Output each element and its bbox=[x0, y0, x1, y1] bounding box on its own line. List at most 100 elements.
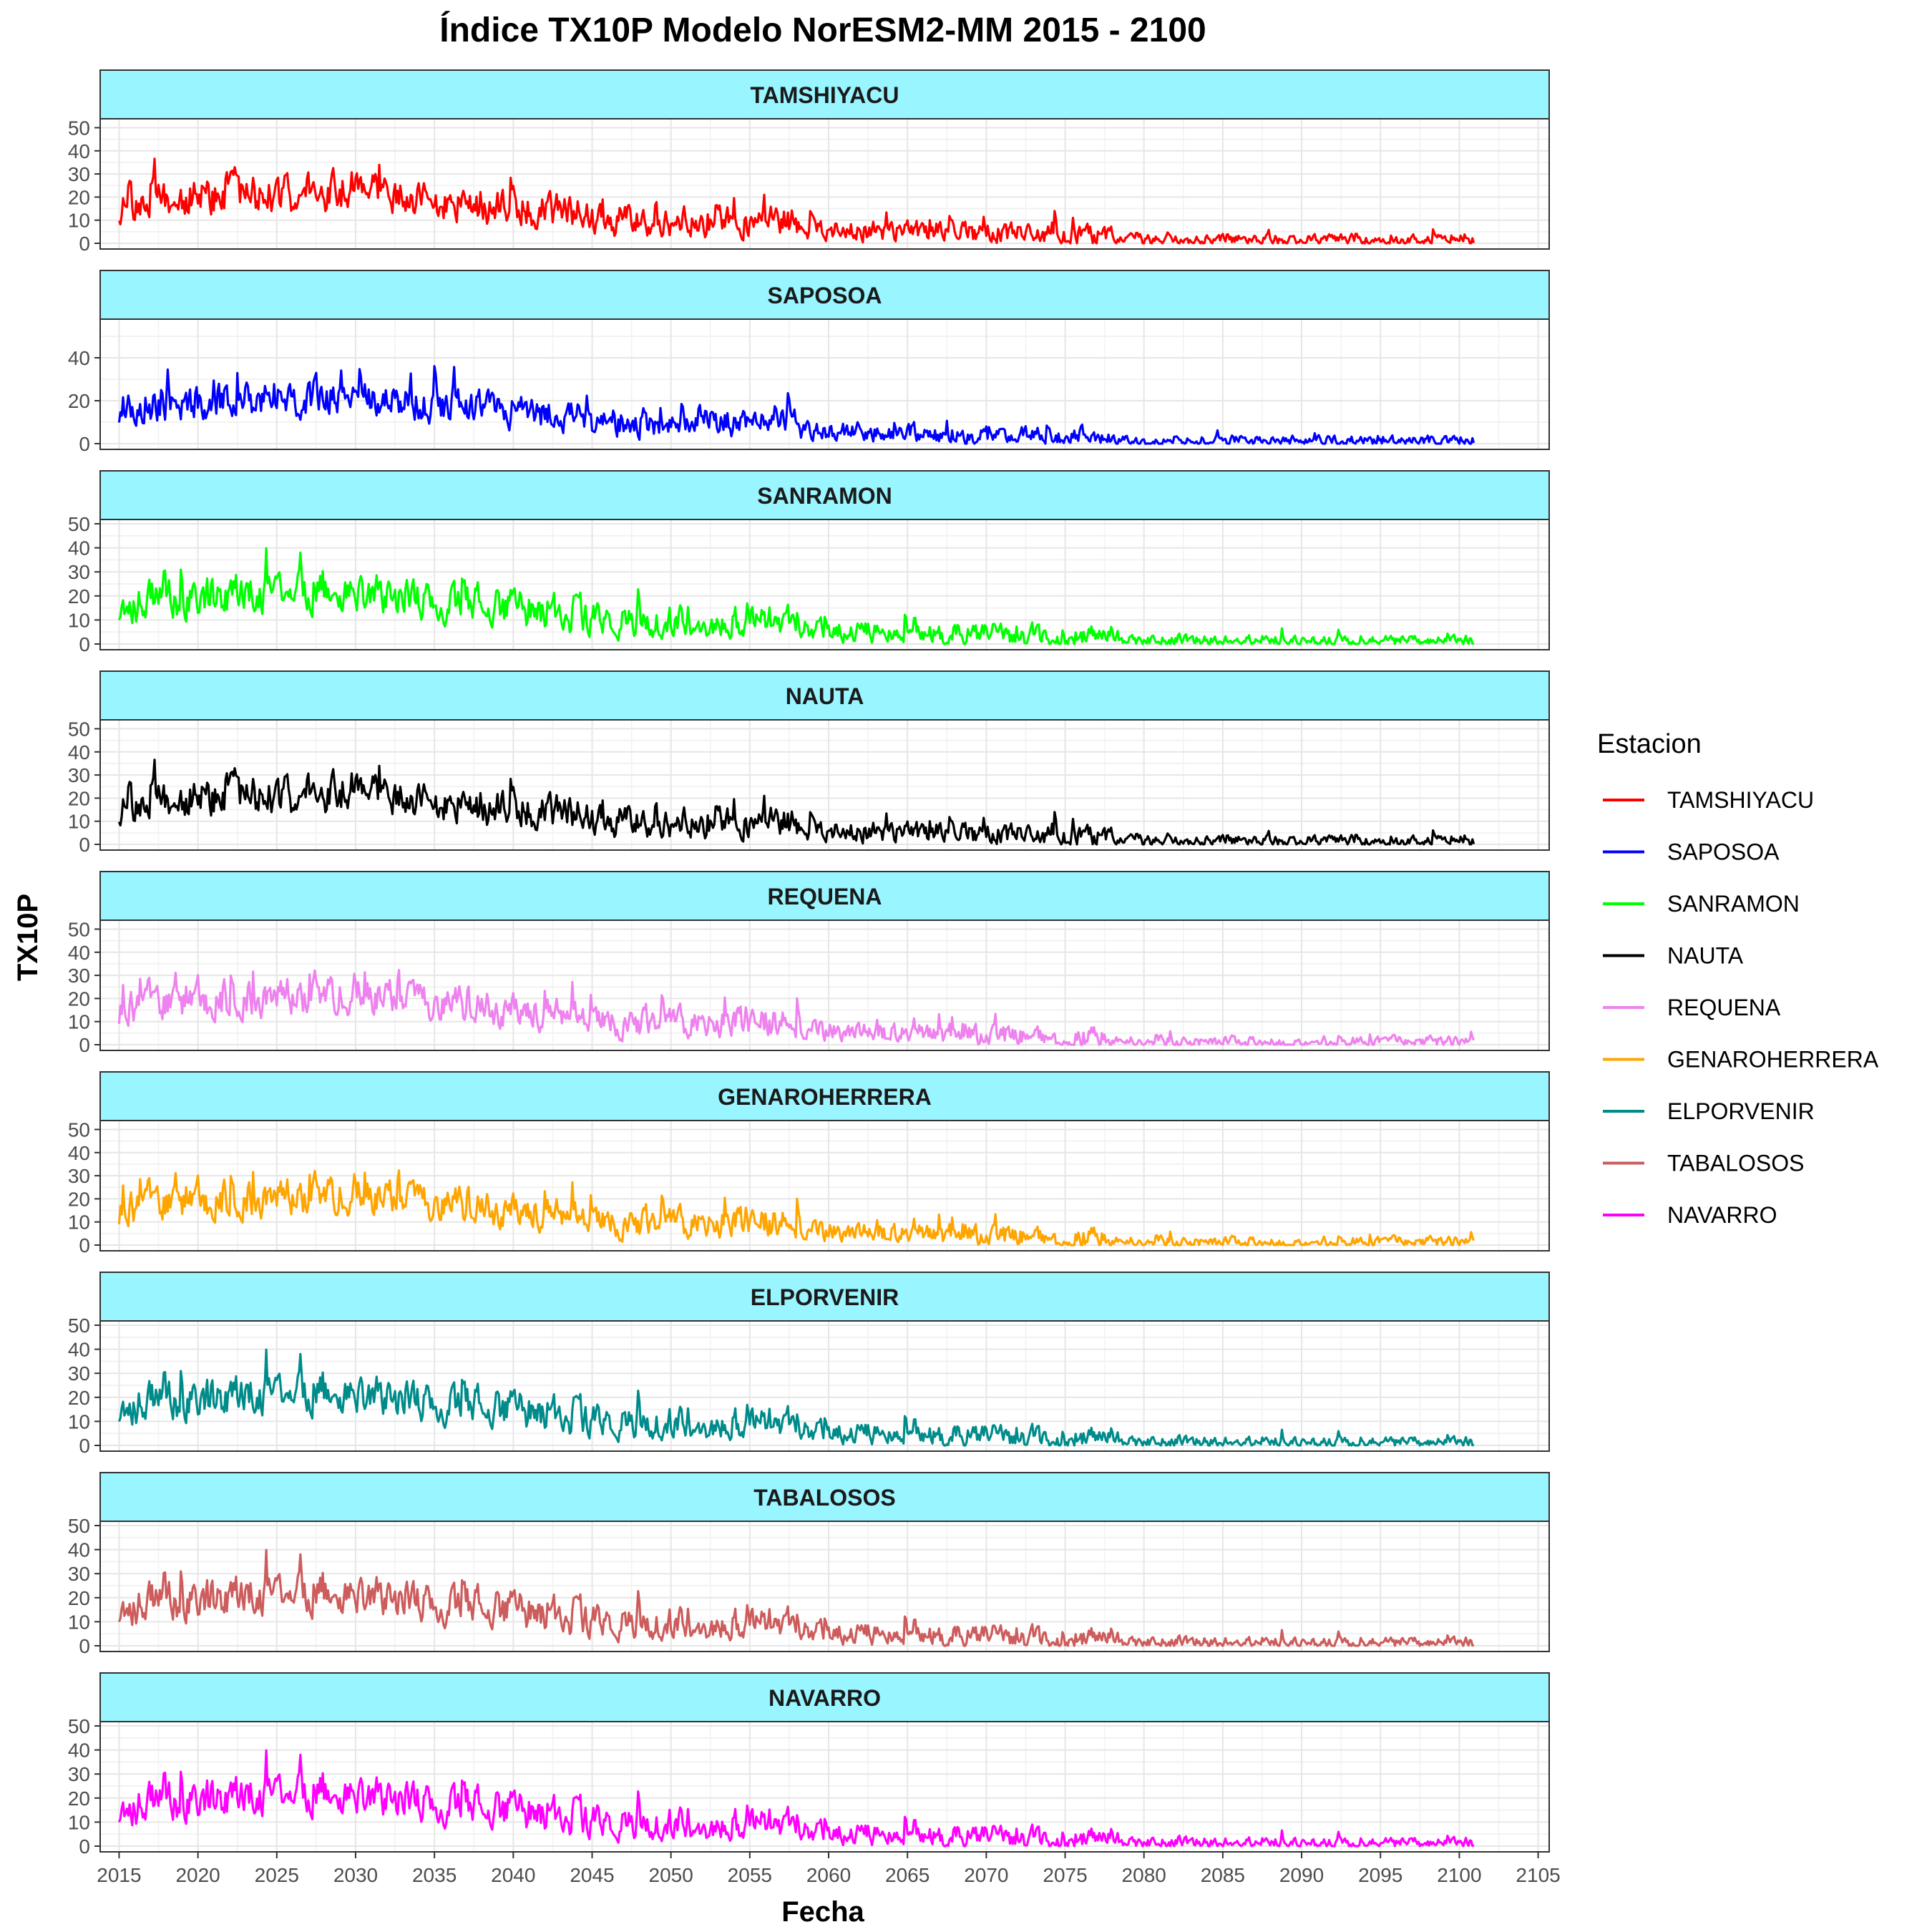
strip-label: TAMSHIYACU bbox=[750, 82, 899, 108]
y-tick-label: 20 bbox=[68, 787, 90, 809]
x-tick-label: 2075 bbox=[1043, 1864, 1087, 1886]
legend-item: REQUENA bbox=[1603, 995, 1781, 1020]
x-tick-label: 2080 bbox=[1122, 1864, 1166, 1886]
y-tick-label: 10 bbox=[68, 1011, 90, 1033]
y-tick-label: 50 bbox=[68, 1118, 90, 1141]
strip-label: NAVARRO bbox=[769, 1685, 881, 1711]
legend-label: TABALOSOS bbox=[1667, 1151, 1804, 1176]
y-tick-label: 30 bbox=[68, 561, 90, 583]
y-tick-label: 10 bbox=[68, 1211, 90, 1234]
x-axis-label: Fecha bbox=[781, 1896, 864, 1928]
series-line-genaroherrera bbox=[117, 1169, 1475, 1246]
y-tick-label: 50 bbox=[68, 117, 90, 139]
y-tick-label: 20 bbox=[68, 1188, 90, 1210]
y-tick-label: 0 bbox=[79, 1034, 90, 1056]
x-tick-label: 2070 bbox=[964, 1864, 1008, 1886]
strip-label: ELPORVENIR bbox=[751, 1284, 899, 1310]
y-tick-label: 0 bbox=[79, 1234, 90, 1257]
y-tick-label: 10 bbox=[68, 1811, 90, 1833]
x-tick-label: 2095 bbox=[1358, 1864, 1402, 1886]
y-tick-label: 30 bbox=[68, 764, 90, 786]
panel-border bbox=[99, 1721, 1550, 1853]
x-tick-label: 2105 bbox=[1516, 1864, 1560, 1886]
chart-title: Índice TX10P Modelo NorESM2-MM 2015 - 21… bbox=[439, 11, 1206, 49]
y-tick-label: 40 bbox=[68, 1339, 90, 1361]
legend-item: SANRAMON bbox=[1603, 891, 1800, 917]
y-tick-label: 10 bbox=[68, 811, 90, 833]
plot-area bbox=[100, 119, 1549, 249]
legend-label: NAUTA bbox=[1667, 943, 1744, 969]
y-tick-label: 0 bbox=[79, 834, 90, 856]
y-axis-label: TX10P bbox=[12, 894, 44, 981]
legend-item: TAMSHIYACU bbox=[1603, 787, 1814, 813]
strip-background bbox=[99, 1672, 1550, 1722]
legend-label: GENAROHERRERA bbox=[1667, 1047, 1879, 1073]
strip-label: SANRAMON bbox=[757, 483, 892, 509]
x-tick-label: 2035 bbox=[412, 1864, 457, 1886]
legend: Estacion TAMSHIYACU SAPOSOA SANRAMON NAUTA RE… bbox=[1597, 729, 1879, 1228]
y-tick-label: 0 bbox=[79, 1635, 90, 1657]
x-tick-label: 2020 bbox=[175, 1864, 220, 1886]
x-tick-label: 2025 bbox=[255, 1864, 299, 1886]
legend-item: NAUTA bbox=[1603, 943, 1744, 969]
strip-label: TABALOSOS bbox=[753, 1485, 896, 1511]
plot-area bbox=[100, 720, 1549, 850]
x-tick-label: 2085 bbox=[1201, 1864, 1245, 1886]
y-tick-label: 20 bbox=[68, 987, 90, 1010]
strip-background bbox=[99, 69, 1550, 119]
x-tick-label: 2040 bbox=[491, 1864, 535, 1886]
y-tick-label: 40 bbox=[68, 942, 90, 964]
y-tick-label: 50 bbox=[68, 1515, 90, 1537]
y-tick-label: 20 bbox=[68, 1387, 90, 1409]
strip-label: NAUTA bbox=[786, 683, 864, 709]
y-tick-label: 30 bbox=[68, 1362, 90, 1385]
y-tick-label: 50 bbox=[68, 1715, 90, 1737]
legend-label: NAVARRO bbox=[1667, 1202, 1777, 1228]
legend-label: SANRAMON bbox=[1667, 891, 1800, 917]
strip-background bbox=[99, 1272, 1550, 1322]
legend-item: GENAROHERRERA bbox=[1603, 1047, 1879, 1073]
series-line-sanramon bbox=[117, 547, 1475, 645]
panel-border bbox=[99, 318, 1550, 450]
y-tick-label: 0 bbox=[79, 233, 90, 255]
y-tick-label: 30 bbox=[68, 1763, 90, 1785]
y-tick-label: 20 bbox=[68, 1587, 90, 1609]
strip-background bbox=[99, 270, 1550, 320]
x-tick-label: 2050 bbox=[649, 1864, 693, 1886]
legend-item: TABALOSOS bbox=[1603, 1151, 1804, 1176]
series-line-elporvenir bbox=[117, 1348, 1475, 1447]
series-line-tamshiyacu bbox=[117, 157, 1475, 245]
y-tick-label: 10 bbox=[68, 210, 90, 232]
y-tick-label: 40 bbox=[68, 1740, 90, 1762]
panel-border bbox=[99, 1320, 1550, 1452]
y-tick-label: 50 bbox=[68, 1314, 90, 1337]
series-line-tabalosos bbox=[117, 1548, 1475, 1647]
series-line-saposoa bbox=[117, 365, 1475, 445]
legend-label: SAPOSOA bbox=[1667, 839, 1780, 865]
y-tick-label: 20 bbox=[68, 390, 90, 412]
y-tick-label: 20 bbox=[68, 186, 90, 208]
y-tick-label: 10 bbox=[68, 1611, 90, 1633]
strip-label: GENAROHERRERA bbox=[718, 1084, 932, 1110]
panel-border bbox=[99, 1120, 1550, 1252]
panel-border bbox=[99, 719, 1550, 851]
x-tick-label: 2090 bbox=[1279, 1864, 1324, 1886]
y-tick-label: 20 bbox=[68, 1787, 90, 1810]
x-tick-label: 2100 bbox=[1437, 1864, 1481, 1886]
strip-label: SAPOSOA bbox=[767, 283, 882, 308]
y-tick-label: 40 bbox=[68, 537, 90, 560]
y-tick-label: 30 bbox=[68, 163, 90, 185]
y-tick-label: 30 bbox=[68, 1165, 90, 1187]
legend-label: ELPORVENIR bbox=[1667, 1098, 1815, 1124]
panel-border bbox=[99, 519, 1550, 650]
legend-label: TAMSHIYACU bbox=[1667, 787, 1814, 813]
